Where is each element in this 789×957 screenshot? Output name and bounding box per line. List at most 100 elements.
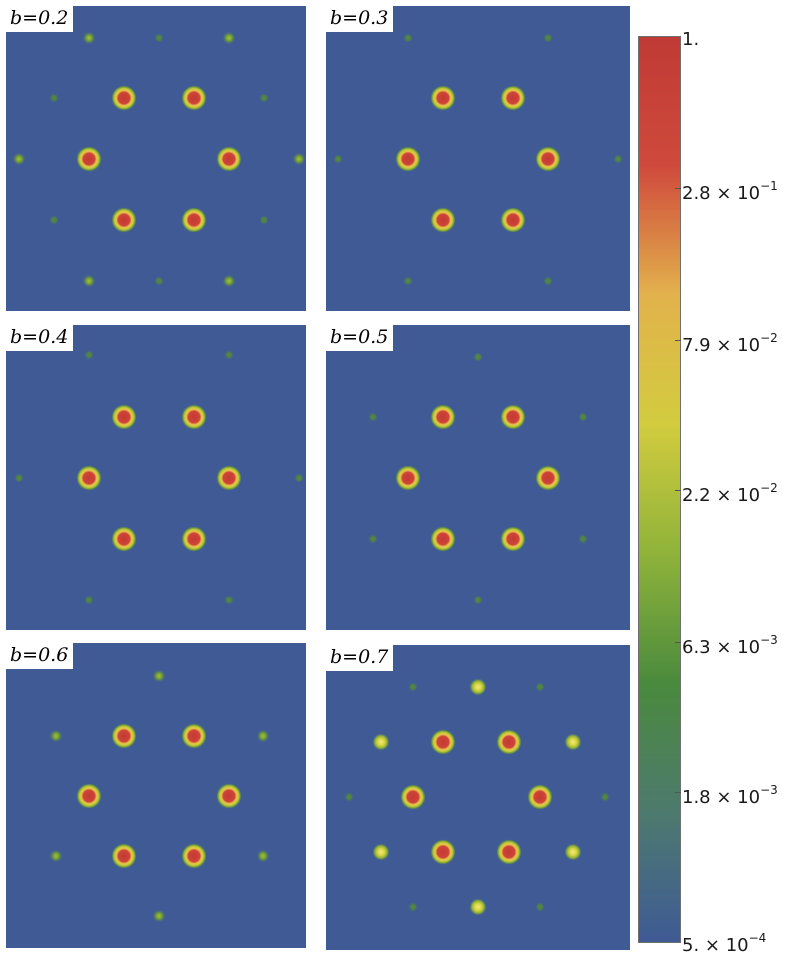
spot-layer	[12, 31, 306, 288]
tick-mantissa: 1.8 × 10	[682, 787, 761, 808]
intensity-spot	[543, 33, 553, 43]
tick-mantissa: 2.8 × 10	[682, 183, 761, 204]
intensity-spot	[111, 723, 137, 749]
panel-b05: b=0.5	[326, 325, 630, 630]
spot-layer	[49, 669, 270, 923]
intensity-spot	[216, 465, 242, 491]
panel-b02: b=0.2	[6, 6, 306, 311]
tick-exponent: −2	[760, 481, 778, 495]
colorbar-tick-label: 6.3 × 10−3	[682, 632, 778, 658]
spot-layer	[368, 352, 588, 605]
intensity-spot	[578, 412, 588, 422]
intensity-spot	[564, 843, 582, 861]
intensity-spot	[12, 152, 26, 166]
intensity-spot	[181, 843, 207, 869]
intensity-spot	[535, 465, 561, 491]
intensity-spot	[84, 595, 94, 605]
tick-exponent: −3	[760, 783, 778, 797]
intensity-spot	[49, 215, 59, 225]
intensity-spot	[82, 31, 96, 45]
intensity-spot	[613, 154, 623, 164]
intensity-spot	[181, 404, 207, 430]
intensity-spot	[496, 729, 522, 755]
colorbar-tick-mark	[675, 490, 681, 491]
panel-b03: b=0.3	[326, 6, 630, 311]
colorbar-tick-label: 5. × 10−4	[682, 930, 766, 956]
intensity-spot	[395, 146, 421, 172]
colorbar-tick-label: 7.9 × 10−2	[682, 330, 778, 356]
intensity-spot	[49, 849, 63, 863]
colorbar-tick-label: 1.	[682, 30, 699, 50]
intensity-spot	[408, 682, 418, 692]
intensity-spot	[216, 783, 242, 809]
panel-label: b=0.5	[326, 325, 394, 351]
intensity-spot	[564, 733, 582, 751]
colorbar-tick-mark	[675, 340, 681, 341]
panel-b06: b=0.6	[6, 643, 306, 948]
intensity-spot	[600, 792, 610, 802]
intensity-spot	[430, 207, 456, 233]
intensity-spot	[403, 33, 413, 43]
intensity-spot	[256, 729, 270, 743]
intensity-spot	[84, 350, 94, 360]
intensity-spot	[111, 526, 137, 552]
intensity-spot	[527, 784, 553, 810]
panel-b04: b=0.4	[6, 325, 306, 630]
colorbar-tick-label: 2.8 × 10−1	[682, 178, 778, 204]
intensity-spot	[500, 85, 526, 111]
intensity-spot	[152, 669, 166, 683]
spot-layer	[14, 350, 304, 605]
intensity-spot	[469, 678, 487, 696]
intensity-spot	[372, 733, 390, 751]
intensity-spot	[224, 595, 234, 605]
intensity-spot	[154, 276, 164, 286]
intensity-spot	[372, 843, 390, 861]
intensity-spot	[222, 31, 236, 45]
intensity-spot	[259, 93, 269, 103]
intensity-spot	[111, 404, 137, 430]
colorbar-tick-mark	[675, 792, 681, 793]
spot-layer	[333, 33, 623, 286]
intensity-spot	[496, 839, 522, 865]
intensity-spot	[49, 729, 63, 743]
intensity-spot	[256, 849, 270, 863]
intensity-spot	[76, 783, 102, 809]
tick-exponent: −4	[748, 931, 767, 945]
intensity-spot	[111, 207, 137, 233]
colorbar-tick-mark	[675, 642, 681, 643]
intensity-spot	[430, 85, 456, 111]
intensity-spot	[76, 465, 102, 491]
intensity-spot	[400, 784, 426, 810]
intensity-spot	[473, 352, 483, 362]
intensity-spot	[543, 276, 553, 286]
intensity-spot	[368, 412, 378, 422]
intensity-spot	[111, 843, 137, 869]
intensity-spot	[154, 33, 164, 43]
intensity-spot	[430, 729, 456, 755]
intensity-spot	[224, 350, 234, 360]
panel-b07: b=0.7	[326, 645, 630, 950]
tick-mantissa: 5. × 10	[682, 935, 749, 956]
intensity-spot	[181, 85, 207, 111]
intensity-spot	[259, 215, 269, 225]
spot-layer	[344, 678, 610, 916]
intensity-spot	[82, 274, 96, 288]
intensity-spot	[578, 534, 588, 544]
intensity-spot	[14, 473, 24, 483]
intensity-spot	[111, 85, 137, 111]
colorbar	[638, 36, 681, 943]
intensity-spot	[76, 146, 102, 172]
intensity-spot	[181, 207, 207, 233]
intensity-spot	[368, 534, 378, 544]
colorbar-tick-mark	[675, 188, 681, 189]
tick-exponent: −2	[760, 331, 778, 345]
panel-label: b=0.2	[6, 6, 74, 32]
panel-label: b=0.6	[6, 643, 74, 669]
intensity-spot	[395, 465, 421, 491]
intensity-spot	[473, 595, 483, 605]
intensity-spot	[152, 909, 166, 923]
intensity-spot	[430, 404, 456, 430]
intensity-spot	[500, 207, 526, 233]
panel-label: b=0.4	[6, 325, 74, 351]
intensity-spot	[222, 274, 236, 288]
